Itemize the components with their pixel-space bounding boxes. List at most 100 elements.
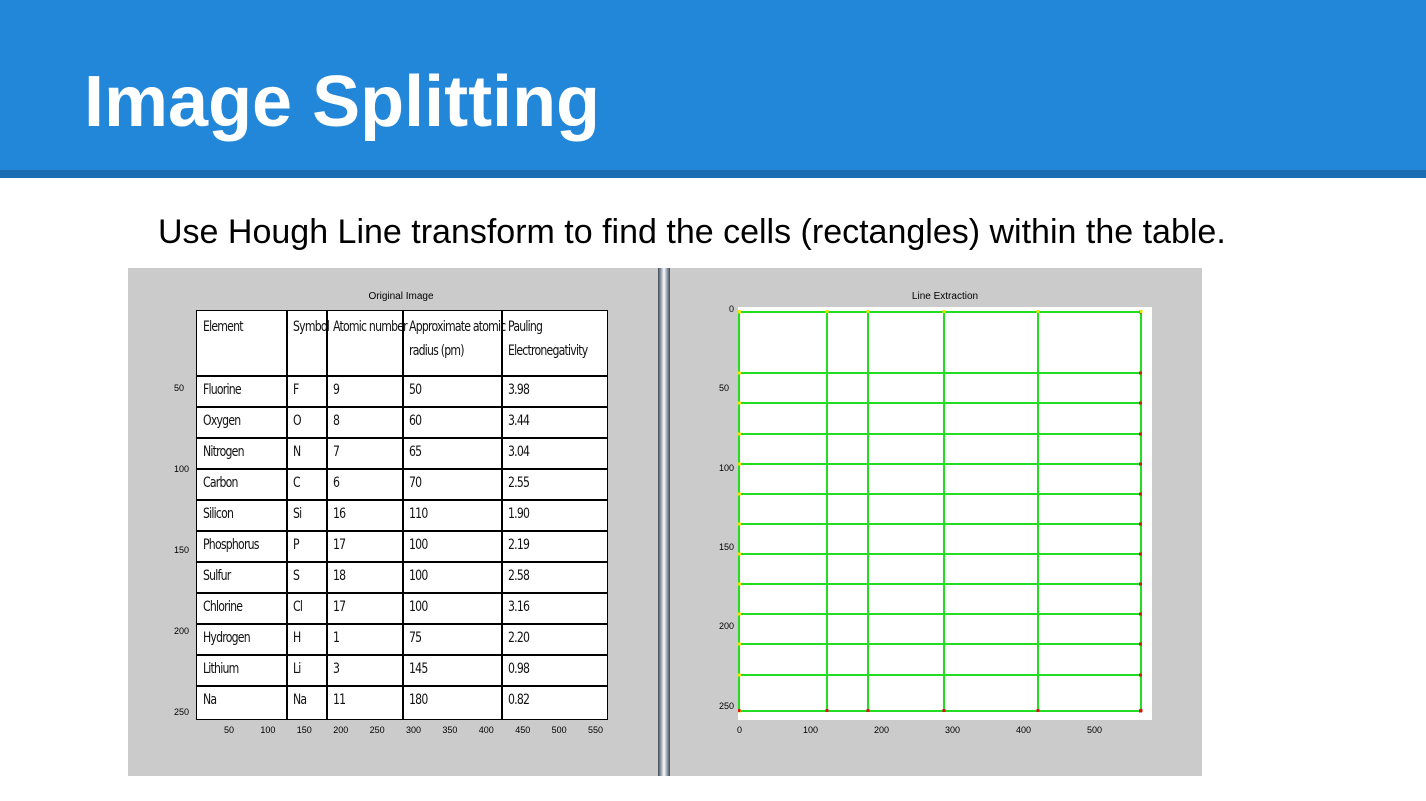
line-start-point xyxy=(738,582,741,586)
line-start-point xyxy=(1139,310,1143,313)
table-cell-text: 50 xyxy=(409,382,422,398)
right-y-tick-label: 250 xyxy=(719,700,735,711)
table-cell-text: 3.98 xyxy=(508,382,530,398)
line-end-point xyxy=(1139,673,1142,677)
table-cell-text: 3.04 xyxy=(508,444,530,460)
table-cell-text: 7 xyxy=(333,444,340,460)
line-end-point xyxy=(1139,462,1142,466)
line-start-point xyxy=(738,522,741,526)
table-grid-col-line xyxy=(326,311,328,719)
table-cell-text: 6 xyxy=(333,475,340,491)
panel-divider xyxy=(658,268,670,776)
table-grid-col-line xyxy=(501,311,503,719)
right-y-tick-label: 50 xyxy=(719,383,730,394)
table-cell-text: 17 xyxy=(333,599,346,615)
table-cell-text: Silicon xyxy=(203,506,234,522)
table-cell-text: 75 xyxy=(409,630,422,646)
header-underline xyxy=(0,170,1426,178)
table-cell-text: 100 xyxy=(409,537,428,553)
left-x-tick-label: 550 xyxy=(588,725,604,735)
line-start-point xyxy=(1036,310,1040,313)
left-x-tick-label: 300 xyxy=(406,725,422,735)
slide-header xyxy=(0,0,1426,170)
line-end-point xyxy=(1036,709,1040,712)
left-y-tick-label: 250 xyxy=(174,707,190,717)
table-cell-text: Atomic number xyxy=(333,319,408,335)
table-cell-text: 110 xyxy=(409,506,428,522)
table-cell-text: O xyxy=(293,413,302,429)
line-start-point xyxy=(738,552,741,556)
table-cell-text: C xyxy=(293,475,301,491)
line-start-point xyxy=(738,401,741,405)
table-cell-text: 145 xyxy=(409,661,428,677)
table-cell-text: Si xyxy=(293,506,302,522)
line-end-point xyxy=(825,709,829,712)
table-cell-text: 3.16 xyxy=(508,599,530,615)
right-x-tick-label: 400 xyxy=(1016,725,1032,735)
left-x-tick-label: 500 xyxy=(551,725,567,735)
right-x-tick-label: 100 xyxy=(803,725,819,735)
table-cell-text: 2.58 xyxy=(508,568,530,584)
line-end-point xyxy=(1139,552,1142,556)
table-cell-text: radius (pm) xyxy=(409,343,465,359)
right-y-tick-label: 0 xyxy=(729,304,735,314)
left-x-tick-label: 50 xyxy=(224,725,235,735)
line-start-point xyxy=(942,310,946,313)
table-cell-text: 60 xyxy=(409,413,422,429)
table-cell-text: 3.44 xyxy=(508,413,530,429)
table-cell-text: 180 xyxy=(409,692,428,708)
left-x-tick-label: 150 xyxy=(296,725,312,735)
right-x-tick-label: 300 xyxy=(945,725,961,735)
line-end-point xyxy=(1139,709,1143,712)
original-table-image: Element Symbol Atomic number Approximate at… xyxy=(196,310,608,720)
table-cell-text: F xyxy=(293,382,299,398)
line-end-point xyxy=(1139,522,1142,526)
line-end-point xyxy=(1139,582,1142,586)
right-y-tick-label: 150 xyxy=(719,541,735,552)
table-cell-text: S xyxy=(293,568,300,584)
left-x-tick-label: 250 xyxy=(369,725,385,735)
table-cell-text: 70 xyxy=(409,475,422,491)
line-start-point xyxy=(738,432,741,436)
table-cell-text: Chlorine xyxy=(203,599,243,615)
table-cell-text: 11 xyxy=(333,692,346,708)
left-y-tick-label: 200 xyxy=(174,626,190,636)
table-cell-text: Approximate atomic xyxy=(409,319,506,335)
table-cell-text: Electronegativity xyxy=(508,343,588,359)
left-y-tick-label: 50 xyxy=(174,383,185,393)
right-panel-title: Line Extraction xyxy=(911,291,979,302)
line-end-point xyxy=(1139,371,1142,375)
table-cell-text: 9 xyxy=(333,382,340,398)
left-panel-title: Original Image xyxy=(368,291,434,302)
table-cell-text: 17 xyxy=(333,537,346,553)
table-cell-text: Oxygen xyxy=(203,413,241,429)
line-start-point xyxy=(738,673,741,677)
table-cell-text: 3 xyxy=(333,661,340,677)
line-end-point xyxy=(1139,432,1142,436)
right-y-tick-label: 100 xyxy=(719,462,735,473)
table-cell-text: Sulfur xyxy=(203,568,231,584)
table-cell-text: Phosphorus xyxy=(203,537,260,553)
table-cell-text: 1.90 xyxy=(508,506,530,522)
line-start-point xyxy=(825,310,829,313)
table-cell-text: 2.19 xyxy=(508,537,530,553)
slide-subtitle: Use Hough Line transform to find the cel… xyxy=(158,213,1226,251)
right-x-tick-label: 200 xyxy=(874,725,890,735)
table-cell-text: Carbon xyxy=(203,475,238,491)
line-start-point xyxy=(738,462,741,466)
table-cell-text: Cl xyxy=(293,599,303,615)
left-x-tick-label: 350 xyxy=(442,725,458,735)
line-end-point xyxy=(866,709,870,712)
table-cell-text: 100 xyxy=(409,568,428,584)
table-cell-text: 0.82 xyxy=(508,692,530,708)
table-cell-text: Na xyxy=(293,692,307,708)
table-cell-text: Fluorine xyxy=(203,382,242,398)
table-cell-text: 100 xyxy=(409,599,428,615)
right-x-tick-label: 500 xyxy=(1087,725,1103,735)
right-x-tick-label: 0 xyxy=(737,725,743,735)
table-cell-text: Element xyxy=(203,319,244,335)
left-y-tick-label: 150 xyxy=(174,545,190,555)
table-cell-text: Lithium xyxy=(203,661,239,677)
table-cell-text: 2.20 xyxy=(508,630,530,646)
table-cell-text: Li xyxy=(293,661,301,677)
